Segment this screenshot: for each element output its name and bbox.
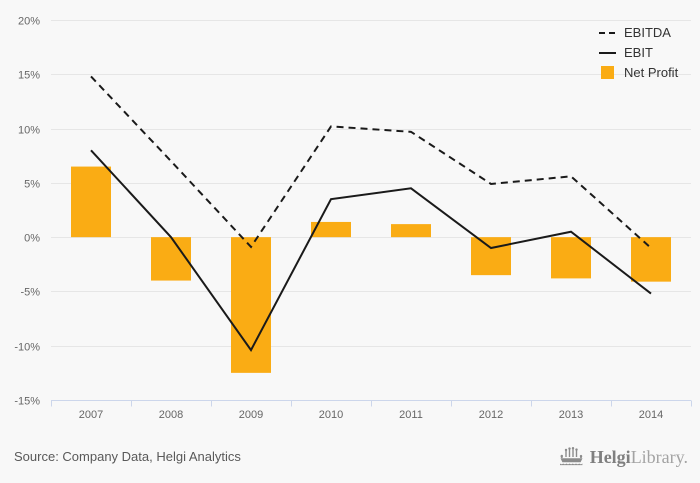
x-axis-label: 2009 bbox=[239, 409, 263, 421]
helgi-library-logo[interactable]: HelgiLibrary. bbox=[558, 446, 688, 467]
legend-item-ebit[interactable]: EBIT bbox=[599, 45, 678, 60]
legend-label-ebitda: EBITDA bbox=[624, 25, 671, 40]
ebitda-dashed-line-swatch bbox=[599, 31, 616, 34]
net-profit-bar bbox=[231, 237, 271, 373]
net-profit-bar bbox=[631, 237, 671, 282]
net-profit-bar bbox=[151, 237, 191, 281]
legend-item-ebitda[interactable]: EBITDA bbox=[599, 25, 678, 40]
viking-ship-icon bbox=[559, 447, 583, 466]
legend-label-ebit: EBIT bbox=[624, 45, 653, 60]
net-profit-bar bbox=[471, 237, 511, 276]
x-axis-label: 2007 bbox=[79, 409, 103, 421]
source-attribution: Source: Company Data, Helgi Analytics bbox=[14, 449, 241, 464]
y-axis-label: 0% bbox=[24, 233, 40, 245]
y-axis-label: 15% bbox=[18, 70, 40, 82]
x-axis-label: 2011 bbox=[399, 409, 423, 421]
chart-legend: EBITDA EBIT Net Profit bbox=[599, 25, 678, 80]
y-axis-label: -15% bbox=[14, 396, 40, 408]
y-axis-label: 10% bbox=[18, 125, 40, 137]
ebit-line bbox=[90, 149, 652, 352]
x-axis-label: 2012 bbox=[479, 409, 503, 421]
legend-item-net-profit[interactable]: Net Profit bbox=[599, 65, 678, 80]
profitability-combo-chart: 20% 15% 10% 5% 0% -5% -10% -15% 2007 2008 2009 2010… bbox=[14, 16, 692, 421]
net-profit-bar bbox=[311, 221, 351, 238]
net-profit-bar bbox=[71, 166, 111, 238]
ebit-solid-line-swatch bbox=[599, 51, 616, 54]
logo-wordmark: HelgiLibrary. bbox=[589, 446, 688, 467]
net-profit-swatch bbox=[599, 66, 616, 79]
y-axis-label: -5% bbox=[20, 287, 40, 299]
ebitda-line bbox=[90, 75, 652, 249]
y-axis-label: -10% bbox=[14, 342, 40, 354]
x-axis-label: 2013 bbox=[559, 409, 583, 421]
x-axis-label: 2014 bbox=[639, 409, 663, 421]
x-axis-label: 2008 bbox=[159, 409, 183, 421]
legend-label-net-profit: Net Profit bbox=[624, 65, 679, 80]
net-profit-bar bbox=[391, 224, 431, 238]
x-axis-label: 2010 bbox=[319, 409, 343, 421]
y-axis-label: 20% bbox=[18, 16, 40, 28]
y-axis-label: 5% bbox=[24, 179, 40, 191]
net-profit-bar bbox=[551, 237, 591, 279]
